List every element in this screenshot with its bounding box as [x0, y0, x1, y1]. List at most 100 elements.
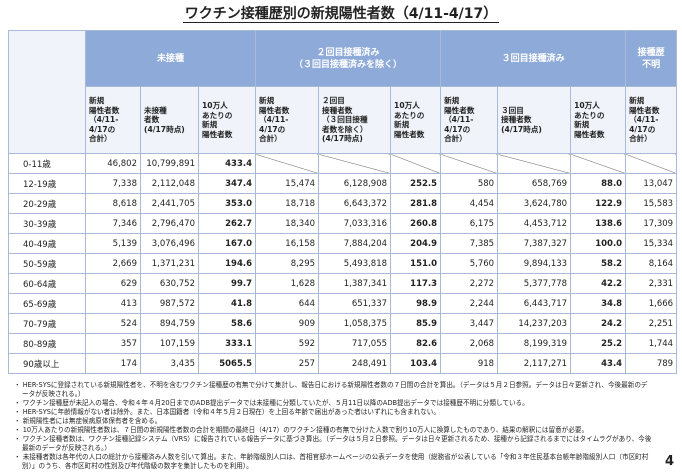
age-cell: 50-59歳 — [8, 253, 86, 274]
rate-cell: 43.4 — [570, 353, 627, 374]
value-cell: 3,447 — [440, 313, 499, 334]
rate-cell: 433.4 — [197, 153, 257, 174]
notes: ・ HER-SYSに登録されている新規陽性者を、不明を含むワクチン接種歴の有無で… — [14, 381, 654, 471]
rate-cell: 5065.5 — [197, 353, 257, 374]
value-cell: 5,760 — [440, 253, 499, 274]
empty-cell — [390, 153, 442, 174]
empty-cell — [318, 153, 392, 174]
group-header: ３回目接種済み — [440, 30, 627, 87]
group-header: 接種歴 不明 — [625, 30, 678, 87]
corner-cell — [8, 30, 86, 154]
value-cell: 107,159 — [140, 333, 199, 354]
age-cell: 60-64歳 — [8, 273, 86, 294]
column-header: 新規 陽性者数 （4/11- 4/17の 合計） — [625, 86, 678, 154]
data-row: 70-79歳 524 894,759 58.6 909 1,058,375 85.9 3,44… — [8, 313, 678, 334]
page-number: 4 — [664, 454, 674, 469]
rate-cell: 42.2 — [570, 273, 627, 294]
value-cell: 2,796,470 — [140, 213, 199, 234]
value-cell: 9,894,133 — [497, 253, 572, 274]
value-cell: 6,128,908 — [318, 173, 392, 194]
value-cell: 7,884,204 — [318, 233, 392, 254]
value-cell: 5,493,818 — [318, 253, 392, 274]
group-header-row: 未接種 ２回目接種済み （３回目接種済みを除く） ３回目接種済み 接種歴 不明 — [8, 30, 678, 154]
value-cell: 7,338 — [85, 173, 141, 194]
subheader-row: 新規 陽性者数 （4/11- 4/17の 合計） 未接種 者数 (4/17時点) 1… — [9, 86, 678, 154]
column-header: ３回目 接種者数 (4/17時点) — [497, 86, 572, 154]
rate-cell: 88.0 — [570, 173, 627, 194]
value-cell: 1,744 — [625, 333, 678, 354]
data-row: 40-49歳 5,139 3,076,496 167.0 16,158 7,884,204… — [8, 233, 678, 254]
empty-cell — [570, 153, 627, 174]
value-cell: 174 — [85, 353, 141, 374]
value-cell: 46,802 — [85, 153, 141, 174]
value-cell: 357 — [85, 333, 141, 354]
value-cell: 7,033,316 — [318, 213, 392, 234]
rate-cell: 99.7 — [197, 273, 257, 294]
group-header: ２回目接種済み （３回目接種済みを除く） — [255, 30, 442, 87]
value-cell: 2,272 — [440, 273, 499, 294]
note: ・ 新規陽性者には無症候病原体保有者を含める。 — [14, 417, 162, 425]
value-cell: 5,139 — [85, 233, 141, 254]
group-header: 未接種 — [84, 30, 257, 87]
rate-cell: 41.8 — [197, 293, 257, 314]
value-cell: 644 — [255, 293, 320, 314]
value-cell: 1,628 — [255, 273, 320, 294]
value-cell: 1,666 — [625, 293, 678, 314]
age-cell: 80-89歳 — [8, 333, 86, 354]
note: ・ ワクチン接種者数は、ワクチン接種記録システム（VRS）に報告されている報告デ… — [14, 435, 652, 452]
value-cell: 3,624,780 — [497, 193, 572, 214]
value-cell: 580 — [440, 173, 499, 194]
data-row: 65-69歳 413 987,572 41.8 644 651,337 98.9 2,244 6… — [8, 293, 678, 314]
column-header: 新規 陽性者数 （4/11- 4/17の 合計） — [255, 86, 320, 154]
value-cell: 8,199,319 — [497, 333, 572, 354]
value-cell: 13,047 — [625, 173, 678, 194]
value-cell: 629 — [85, 273, 141, 294]
rate-cell: 204.9 — [390, 233, 442, 254]
rate-cell: 103.4 — [390, 353, 442, 374]
value-cell: 2,244 — [440, 293, 499, 314]
age-cell: 40-49歳 — [8, 233, 86, 254]
value-cell: 5,377,778 — [497, 273, 572, 294]
value-cell: 2,251 — [625, 313, 678, 334]
value-cell: 524 — [85, 313, 141, 334]
value-cell: 248,491 — [318, 353, 392, 374]
value-cell: 1,371,231 — [140, 253, 199, 274]
rate-cell: 34.8 — [570, 293, 627, 314]
empty-cell — [255, 153, 320, 174]
age-cell: 90歳以上 — [8, 353, 86, 374]
column-header: 10万人 あたりの 新規 陽性者数 — [197, 86, 257, 154]
value-cell: 17,309 — [625, 213, 678, 234]
rate-cell: 281.8 — [390, 193, 442, 214]
empty-cell — [625, 153, 678, 174]
column-header: 新規 陽性者数 （4/11- 4/17の 合計） — [440, 86, 499, 154]
rate-cell: 25.2 — [570, 333, 627, 354]
rate-cell: 167.0 — [197, 233, 257, 254]
note: ・ HER-SYSに年齢情報がない者は除外。また、日本国籍者（令和４年５月２日現… — [14, 408, 440, 416]
column-header: 10万人 あたりの 新規 陽性者数 — [570, 86, 627, 154]
value-cell: 15,474 — [255, 173, 320, 194]
data-row: 90歳以上 174 3,435 5065.5 257 248,491 103.4 918 2,1… — [8, 353, 678, 374]
note: ・ 未接種者数は各年代の人口の総計から接種済み人数を引いて算出。また、年齢階級別… — [14, 453, 649, 470]
value-cell: 789 — [625, 353, 678, 374]
empty-cell — [497, 153, 572, 174]
rate-cell: 138.6 — [570, 213, 627, 234]
value-cell: 257 — [255, 353, 320, 374]
value-cell: 16,158 — [255, 233, 320, 254]
value-cell: 2,112,048 — [140, 173, 199, 194]
rate-cell: 58.2 — [570, 253, 627, 274]
value-cell: 658,769 — [497, 173, 572, 194]
value-cell: 2,331 — [625, 273, 678, 294]
value-cell: 894,759 — [140, 313, 199, 334]
rate-cell: 262.7 — [197, 213, 257, 234]
column-header: 新規 陽性者数 （4/11- 4/17の 合計） — [85, 86, 141, 154]
rate-cell: 353.0 — [197, 193, 257, 214]
value-cell: 4,454 — [440, 193, 499, 214]
column-header: 10万人 あたりの 新規 陽性者数 — [390, 86, 442, 154]
rate-cell: 151.0 — [390, 253, 442, 274]
value-cell: 1,058,375 — [318, 313, 392, 334]
value-cell: 909 — [255, 313, 320, 334]
value-cell: 6,443,717 — [497, 293, 572, 314]
value-cell: 6,643,372 — [318, 193, 392, 214]
rate-cell: 252.5 — [390, 173, 442, 194]
